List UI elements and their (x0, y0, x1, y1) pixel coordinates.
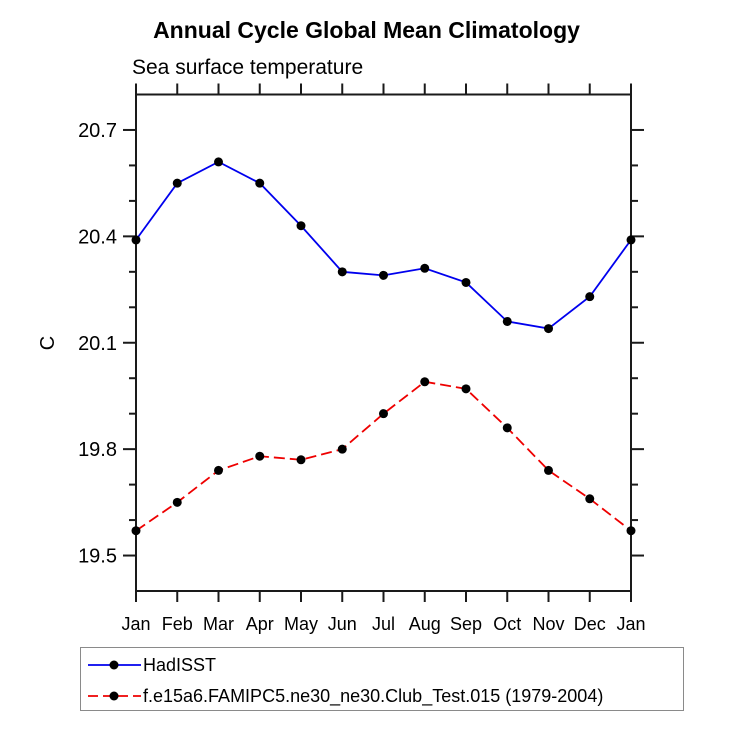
legend-line-sample-solid (88, 660, 141, 670)
data-point-marker (131, 526, 141, 536)
x-axis-tick-label: Jul (372, 614, 395, 634)
legend: HadISST f.e15a6.FAMIPC5.ne30_ne30.Club_T… (80, 647, 684, 711)
data-point-marker (626, 235, 636, 245)
legend-entry-hadisst: HadISST (86, 650, 216, 680)
x-axis-tick-label: Sep (450, 614, 482, 634)
data-point-marker (131, 235, 141, 245)
data-point-marker (337, 444, 347, 454)
data-point-marker (296, 455, 306, 465)
data-point-marker (255, 178, 265, 188)
x-axis-tick-label: Apr (246, 614, 274, 634)
y-axis-tick-label: 20.7 (78, 120, 117, 142)
data-point-marker (214, 157, 223, 167)
data-point-marker (255, 451, 265, 461)
legend-label-model: f.e15a6.FAMIPC5.ne30_ne30.Club_Test.015 … (143, 685, 604, 706)
data-point-marker (379, 270, 388, 280)
data-point-marker (420, 377, 430, 387)
chart-subtitle: Sea surface temperature (132, 56, 364, 79)
data-point-marker (172, 497, 182, 507)
chart-title: Annual Cycle Global Mean Climatology (153, 17, 580, 43)
data-point-marker (379, 409, 388, 419)
legend-line-sample-dashed (88, 691, 141, 701)
x-axis-tick-label: Mar (203, 614, 234, 634)
x-axis-tick-label: May (284, 614, 318, 634)
data-point-marker (544, 465, 553, 475)
legend-entry-model: f.e15a6.FAMIPC5.ne30_ne30.Club_Test.015 … (86, 681, 603, 711)
x-axis-tick-label: Dec (574, 614, 606, 634)
data-point-marker (502, 316, 512, 326)
plot-frame (135, 93, 632, 592)
y-axis-tick-label: 19.8 (78, 439, 117, 461)
x-axis-tick-label: Oct (493, 614, 521, 634)
x-axis-tick-label: Nov (532, 614, 564, 634)
data-point-marker (420, 263, 430, 273)
data-point-marker (544, 324, 553, 334)
data-point-marker (461, 384, 471, 394)
x-axis-tick-label: Feb (162, 614, 193, 634)
data-point-marker (626, 526, 636, 536)
series-line-0 (135, 160, 632, 330)
x-axis-tick-label: Jan (121, 614, 150, 634)
legend-label-hadisst: HadISST (143, 654, 217, 675)
x-axis-tick-label: Aug (409, 614, 441, 634)
y-axis-tick-label: 19.5 (78, 546, 117, 568)
x-axis-tick-label: Jun (328, 614, 357, 634)
data-point-marker (461, 277, 471, 287)
series-line-1 (135, 380, 632, 532)
x-axis-tick-label: Jan (616, 614, 645, 634)
data-point-marker (172, 178, 182, 188)
data-point-marker (296, 221, 306, 231)
data-point-marker (585, 494, 595, 504)
y-axis-tick-label: 20.4 (78, 226, 117, 248)
data-point-marker (502, 423, 512, 433)
data-point-marker (337, 267, 347, 277)
y-axis-tick-label: 20.1 (78, 333, 117, 355)
y-axis-title: C (37, 336, 59, 350)
data-point-marker (214, 465, 223, 475)
data-point-marker (585, 292, 595, 302)
